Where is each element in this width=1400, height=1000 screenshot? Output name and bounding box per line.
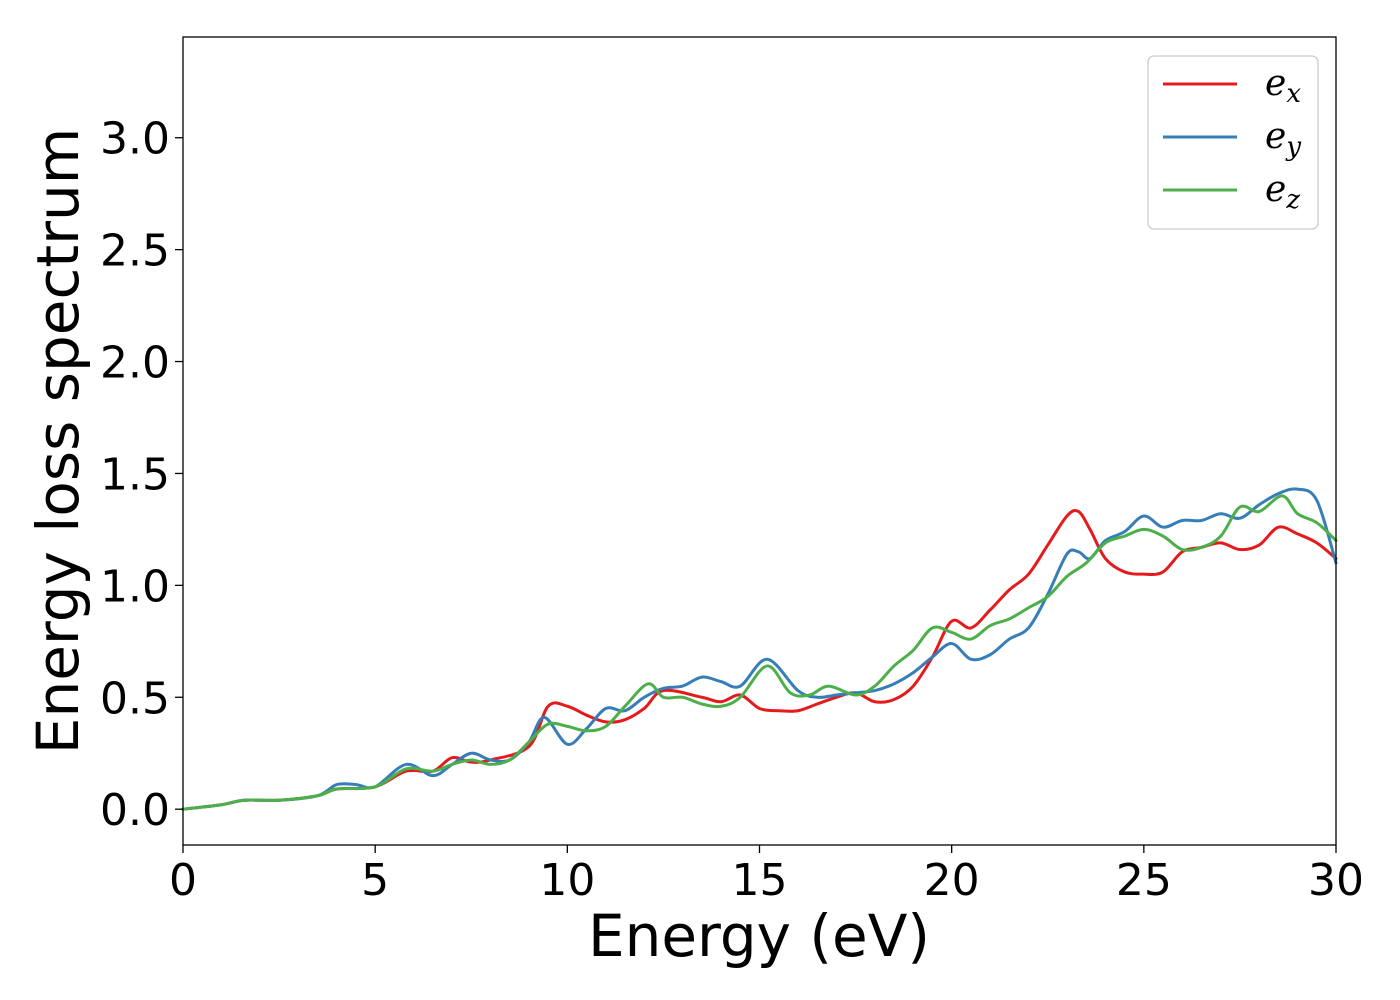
- x-tick-label: 10: [539, 855, 595, 906]
- x-axis-label: Energy (eV): [588, 902, 930, 970]
- x-tick-label: 25: [1116, 855, 1172, 906]
- y-axis: 0.0 0.5 1.0 1.5 2.0 2.5 3.0: [100, 114, 183, 836]
- series-line-x: [181, 508, 1338, 811]
- y-tick-label: 2.0: [100, 338, 170, 389]
- y-axis-label: Energy loss spectrum: [24, 128, 92, 754]
- series-line-y: [181, 487, 1338, 811]
- y-tick-label: 1.0: [100, 561, 170, 612]
- legend-frame: [1147, 55, 1319, 230]
- y-tick-label: 3.0: [100, 114, 170, 165]
- series-line-z: [181, 494, 1338, 811]
- y-tick-label: 1.5: [100, 449, 170, 500]
- y-tick-label: 0.0: [100, 785, 170, 836]
- series-layer: [181, 487, 1338, 811]
- x-tick-label: 5: [361, 855, 389, 906]
- y-tick-label: 0.5: [100, 673, 170, 724]
- x-axis: 0 5 10 15 20 25 30: [169, 845, 1364, 906]
- x-tick-label: 0: [169, 855, 197, 906]
- x-tick-label: 30: [1308, 855, 1364, 906]
- x-tick-label: 15: [732, 855, 788, 906]
- y-tick-label: 2.5: [100, 226, 170, 277]
- x-tick-label: 20: [924, 855, 980, 906]
